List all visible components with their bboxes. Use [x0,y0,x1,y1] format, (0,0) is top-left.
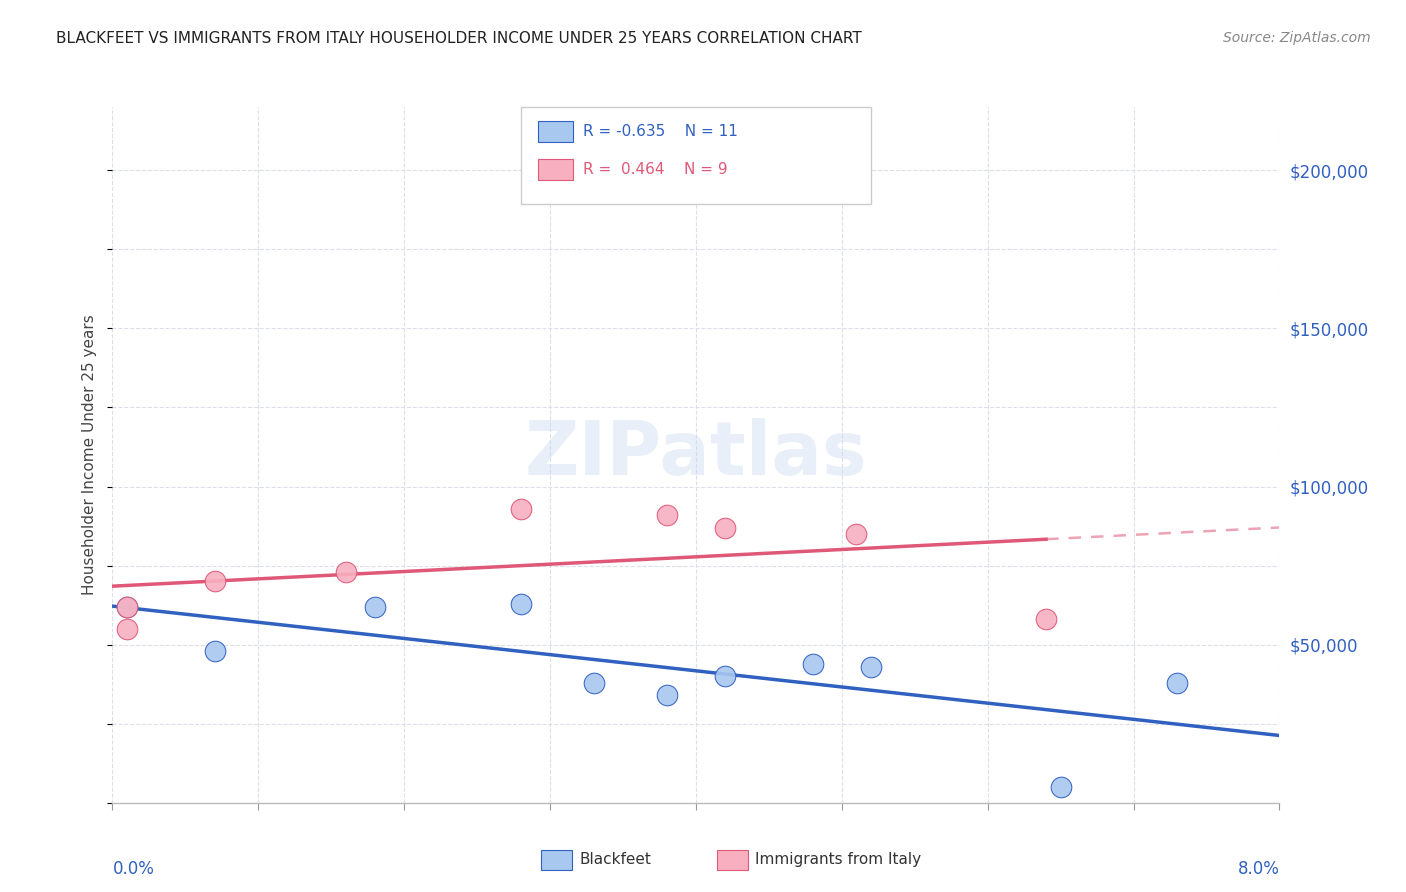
Text: ZIPatlas: ZIPatlas [524,418,868,491]
Text: Blackfeet: Blackfeet [579,853,651,867]
Point [1035,612,1057,626]
Point [1166,675,1188,690]
Text: 8.0%: 8.0% [1237,860,1279,878]
Point [364,599,387,614]
FancyBboxPatch shape [520,107,870,204]
Text: Immigrants from Italy: Immigrants from Italy [755,853,921,867]
Point [204,644,226,658]
Text: 0.0%: 0.0% [112,860,155,878]
Text: R =  0.464    N = 9: R = 0.464 N = 9 [582,162,727,178]
Point [582,675,605,690]
Point [509,597,531,611]
Point [655,508,678,522]
Point [509,501,531,516]
Point [859,660,883,674]
Point [845,527,868,541]
Text: Source: ZipAtlas.com: Source: ZipAtlas.com [1223,31,1371,45]
Y-axis label: Householder Income Under 25 years: Householder Income Under 25 years [82,315,97,595]
Point [204,574,226,589]
Text: BLACKFEET VS IMMIGRANTS FROM ITALY HOUSEHOLDER INCOME UNDER 25 YEARS CORRELATION: BLACKFEET VS IMMIGRANTS FROM ITALY HOUSE… [56,31,862,46]
Bar [538,121,574,142]
Point [655,688,678,702]
Point [335,565,357,579]
Point [801,657,824,671]
Text: R = -0.635    N = 11: R = -0.635 N = 11 [582,124,738,139]
Point [1049,780,1071,794]
Point [714,669,737,683]
Point [115,599,138,614]
Point [115,599,138,614]
Bar [538,159,574,180]
Point [714,521,737,535]
Point [115,622,138,636]
